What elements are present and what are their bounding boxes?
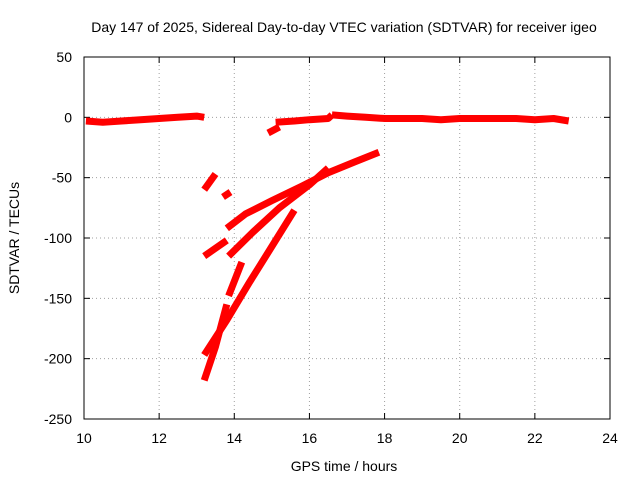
data-series [85,111,570,382]
y-tick-label: 50 [56,49,72,65]
x-tick-label: 20 [452,430,468,446]
x-tick-label: 18 [377,430,393,446]
plot-frame [83,56,611,420]
series-arc-3 [221,189,233,200]
x-tick-label: 14 [226,430,242,446]
chart-title: Day 147 of 2025, Sidereal Day-to-day VTE… [91,19,597,35]
y-axis-label: SDTVAR / TECUs [6,182,22,294]
y-tick-labels: 50 0 -50 -100 -150 -200 -250 [44,49,72,427]
series-arc-11 [275,112,335,126]
y-tick-label: 0 [64,109,72,125]
x-tick-label: 16 [302,430,318,446]
series-arc-5 [224,149,381,232]
x-tick-labels: 10 12 14 16 18 20 22 24 [76,430,618,446]
x-tick-label: 22 [527,430,543,446]
x-tick-label: 24 [602,430,618,446]
y-tick-label: -50 [52,170,72,186]
x-axis-label: GPS time / hours [291,458,398,474]
series-arc-8 [200,303,231,382]
series-arc-1 [85,112,205,126]
series-arc-10 [266,123,282,137]
series-arc-2 [201,171,219,192]
y-tick-label: -250 [44,411,72,427]
series-arc-6 [226,165,331,259]
y-tick-label: -200 [44,351,72,367]
x-tick-label: 10 [76,430,92,446]
y-tick-label: -150 [44,290,72,306]
series-arc-4 [202,237,229,259]
x-tick-label: 12 [151,430,167,446]
series-arc-12 [331,111,570,125]
series-arc-9 [225,260,246,298]
y-tick-label: -100 [44,230,72,246]
